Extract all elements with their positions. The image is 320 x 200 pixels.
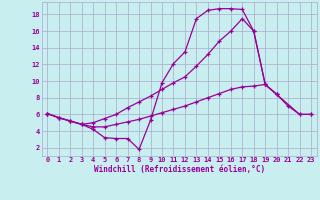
X-axis label: Windchill (Refroidissement éolien,°C): Windchill (Refroidissement éolien,°C) — [94, 165, 265, 174]
